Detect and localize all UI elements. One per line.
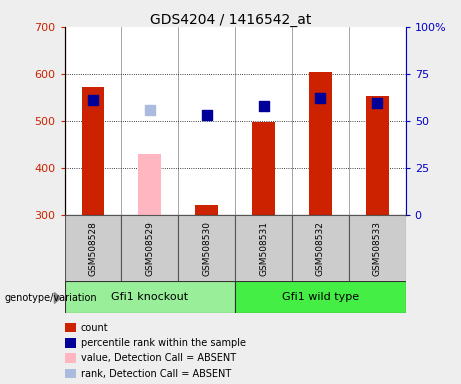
Bar (366, 96, 389, 215)
Bar (178, 215, 235, 282)
Bar (82, 87, 104, 215)
Bar (235, 215, 292, 282)
Text: GSM508528: GSM508528 (89, 221, 97, 276)
Text: rank, Detection Call = ABSENT: rank, Detection Call = ABSENT (81, 369, 231, 379)
Text: count: count (81, 323, 108, 333)
Text: GSM508531: GSM508531 (259, 221, 268, 276)
Bar (349, 215, 406, 282)
Text: Gfi1 wild type: Gfi1 wild type (282, 292, 359, 302)
Text: GDS4204 / 1416542_at: GDS4204 / 1416542_at (150, 13, 311, 27)
Point (89, 97, 97, 103)
Bar (138, 154, 161, 215)
Point (203, 112, 210, 118)
Bar (235, 281, 406, 313)
Point (317, 95, 324, 101)
Text: Gfi1 knockout: Gfi1 knockout (111, 292, 189, 302)
Bar (252, 122, 275, 215)
Text: percentile rank within the sample: percentile rank within the sample (81, 338, 246, 348)
Text: GSM508532: GSM508532 (316, 221, 325, 276)
Text: value, Detection Call = ABSENT: value, Detection Call = ABSENT (81, 353, 236, 363)
Bar (309, 71, 332, 215)
Point (373, 100, 381, 106)
Text: GSM508530: GSM508530 (202, 221, 211, 276)
Polygon shape (54, 293, 61, 303)
Bar (121, 215, 178, 282)
Text: GSM508533: GSM508533 (373, 221, 382, 276)
Bar (292, 215, 349, 282)
Point (260, 103, 267, 109)
Bar (195, 205, 218, 215)
Point (146, 107, 154, 113)
Text: GSM508529: GSM508529 (145, 221, 154, 276)
Bar (65, 281, 235, 313)
Text: genotype/variation: genotype/variation (5, 293, 97, 303)
Bar (65, 215, 121, 282)
